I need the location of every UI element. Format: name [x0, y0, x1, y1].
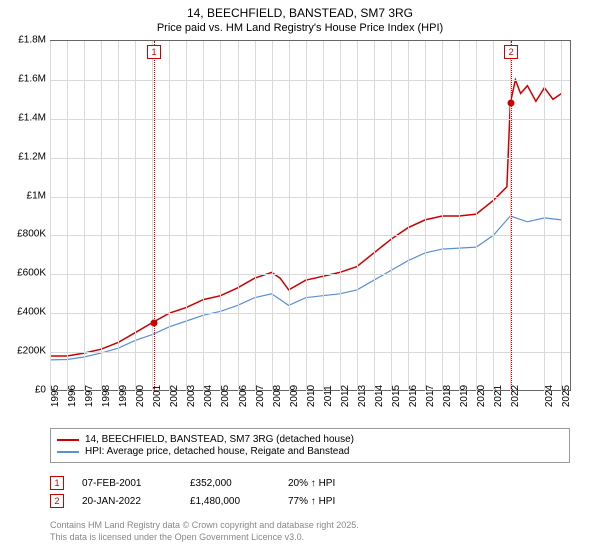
x-tick-label: 2025	[561, 385, 572, 407]
legend-item: 14, BEECHFIELD, BANSTEAD, SM7 3RG (detac…	[57, 434, 563, 445]
x-tick-label: 2014	[374, 385, 385, 407]
x-tick-label: 2007	[255, 385, 266, 407]
y-tick-label: £1M	[27, 190, 46, 201]
x-tick-label: 2011	[323, 385, 334, 407]
x-tick-label: 2008	[272, 385, 283, 407]
event-marker-icon: 1	[147, 45, 161, 59]
x-tick-label: 2005	[220, 385, 231, 407]
chart-subtitle: Price paid vs. HM Land Registry's House …	[0, 20, 600, 34]
x-tick-label: 2010	[306, 385, 317, 407]
x-tick-label: 2021	[493, 385, 504, 407]
legend-label: 14, BEECHFIELD, BANSTEAD, SM7 3RG (detac…	[85, 434, 354, 445]
events-table: 1 07-FEB-2001 £352,000 20% ↑ HPI 2 20-JA…	[50, 472, 570, 512]
x-tick-label: 2022	[510, 385, 521, 407]
x-tick-label: 2017	[425, 385, 436, 407]
event-row: 2 20-JAN-2022 £1,480,000 77% ↑ HPI	[50, 494, 570, 508]
legend: 14, BEECHFIELD, BANSTEAD, SM7 3RG (detac…	[50, 428, 570, 463]
plot-region: 12	[50, 40, 571, 391]
event-dot-icon	[151, 319, 158, 326]
x-tick-label: 2002	[169, 385, 180, 407]
y-tick-label: £1.8M	[18, 35, 46, 46]
chart-area: 12 £0£200K£400K£600K£800K£1M£1.2M£1.4M£1…	[50, 40, 570, 390]
event-date: 07-FEB-2001	[82, 478, 172, 489]
y-tick-label: £200K	[17, 346, 46, 357]
x-tick-label: 2009	[289, 385, 300, 407]
footer-line: Contains HM Land Registry data © Crown c…	[50, 520, 570, 532]
x-tick-label: 1996	[67, 385, 78, 407]
footer-line: This data is licensed under the Open Gov…	[50, 532, 570, 544]
event-price: £1,480,000	[190, 496, 270, 507]
event-marker-icon: 2	[50, 494, 64, 508]
x-tick-label: 2015	[391, 385, 402, 407]
event-row: 1 07-FEB-2001 £352,000 20% ↑ HPI	[50, 476, 570, 490]
chart-title: 14, BEECHFIELD, BANSTEAD, SM7 3RG	[0, 0, 600, 20]
y-tick-label: £1.4M	[18, 112, 46, 123]
x-tick-label: 2019	[459, 385, 470, 407]
event-pct: 20% ↑ HPI	[288, 478, 388, 489]
x-tick-label: 2001	[152, 385, 163, 407]
x-tick-label: 2004	[203, 385, 214, 407]
y-tick-label: £1.6M	[18, 73, 46, 84]
x-tick-label: 2000	[135, 385, 146, 407]
y-tick-label: £400K	[17, 307, 46, 318]
x-tick-label: 2024	[544, 385, 555, 407]
x-tick-label: 2003	[186, 385, 197, 407]
y-tick-label: £0	[35, 385, 46, 396]
x-tick-label: 1999	[118, 385, 129, 407]
y-tick-label: £1.2M	[18, 151, 46, 162]
chart-container: 14, BEECHFIELD, BANSTEAD, SM7 3RG Price …	[0, 0, 600, 560]
event-marker-icon: 2	[504, 45, 518, 59]
x-tick-label: 2020	[476, 385, 487, 407]
event-pct: 77% ↑ HPI	[288, 496, 388, 507]
footer: Contains HM Land Registry data © Crown c…	[50, 520, 570, 543]
legend-swatch	[57, 451, 79, 453]
x-tick-label: 2013	[357, 385, 368, 407]
event-price: £352,000	[190, 478, 270, 489]
x-tick-label: 2012	[340, 385, 351, 407]
x-tick-label: 2006	[238, 385, 249, 407]
event-dot-icon	[508, 100, 515, 107]
y-tick-label: £600K	[17, 268, 46, 279]
x-tick-label: 1997	[84, 385, 95, 407]
legend-label: HPI: Average price, detached house, Reig…	[85, 446, 349, 457]
series-svg	[50, 41, 570, 391]
y-tick-label: £800K	[17, 229, 46, 240]
event-date: 20-JAN-2022	[82, 496, 172, 507]
legend-item: HPI: Average price, detached house, Reig…	[57, 446, 563, 457]
x-tick-label: 1998	[101, 385, 112, 407]
legend-swatch	[57, 439, 79, 441]
x-tick-label: 2018	[442, 385, 453, 407]
x-tick-label: 1995	[50, 385, 61, 407]
x-tick-label: 2016	[408, 385, 419, 407]
event-marker-icon: 1	[50, 476, 64, 490]
